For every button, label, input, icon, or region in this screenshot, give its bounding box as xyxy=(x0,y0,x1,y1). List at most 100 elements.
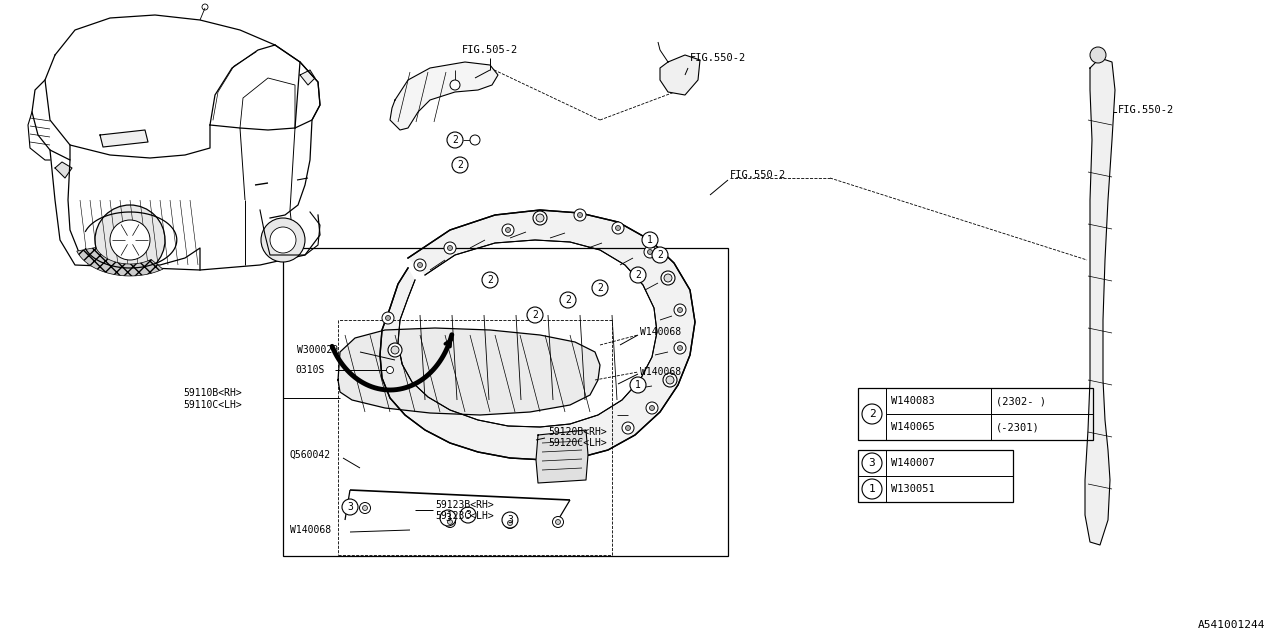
Circle shape xyxy=(660,271,675,285)
Text: 1: 1 xyxy=(648,235,653,245)
Circle shape xyxy=(504,518,516,529)
Circle shape xyxy=(470,135,480,145)
Circle shape xyxy=(444,242,456,254)
Polygon shape xyxy=(660,55,700,95)
Text: 1: 1 xyxy=(635,380,641,390)
Circle shape xyxy=(622,422,634,434)
Circle shape xyxy=(666,376,675,384)
Circle shape xyxy=(507,520,512,525)
Text: FIG.550-2: FIG.550-2 xyxy=(1117,105,1174,115)
Circle shape xyxy=(447,132,463,148)
Circle shape xyxy=(577,212,582,218)
Circle shape xyxy=(648,250,653,255)
Text: W140068: W140068 xyxy=(640,367,681,377)
Circle shape xyxy=(664,274,672,282)
Circle shape xyxy=(388,343,402,357)
Bar xyxy=(858,450,1012,502)
Circle shape xyxy=(502,512,518,528)
Text: 3: 3 xyxy=(869,458,876,468)
Circle shape xyxy=(506,227,511,232)
Circle shape xyxy=(861,404,882,424)
Circle shape xyxy=(532,211,547,225)
Text: 2: 2 xyxy=(452,135,458,145)
Circle shape xyxy=(1091,47,1106,63)
Circle shape xyxy=(644,246,657,258)
Circle shape xyxy=(270,227,296,253)
Circle shape xyxy=(502,224,515,236)
Text: 2: 2 xyxy=(869,409,876,419)
Circle shape xyxy=(448,246,453,250)
Circle shape xyxy=(452,157,468,173)
Circle shape xyxy=(527,307,543,323)
Circle shape xyxy=(630,377,646,393)
Polygon shape xyxy=(390,62,498,130)
Text: 59110B<RH>: 59110B<RH> xyxy=(183,388,242,398)
Circle shape xyxy=(675,304,686,316)
Circle shape xyxy=(536,214,544,222)
Circle shape xyxy=(385,316,390,321)
Circle shape xyxy=(390,346,399,354)
Bar xyxy=(283,248,728,556)
Text: 2: 2 xyxy=(596,283,603,293)
Text: 3: 3 xyxy=(347,502,353,512)
Polygon shape xyxy=(100,130,148,147)
Text: 59120B<RH>: 59120B<RH> xyxy=(548,427,607,437)
Text: 3: 3 xyxy=(507,515,513,525)
Circle shape xyxy=(675,342,686,354)
Circle shape xyxy=(417,262,422,268)
Circle shape xyxy=(861,453,882,473)
Text: W300029: W300029 xyxy=(297,345,338,355)
Polygon shape xyxy=(338,328,600,415)
Text: 2: 2 xyxy=(635,270,641,280)
Text: 59123B<RH>: 59123B<RH> xyxy=(435,500,494,510)
Text: 59110C<LH>: 59110C<LH> xyxy=(183,400,242,410)
Text: FIG.550-2: FIG.550-2 xyxy=(690,53,746,63)
Text: 3: 3 xyxy=(465,510,471,520)
Text: W140068: W140068 xyxy=(291,525,332,535)
Text: 2: 2 xyxy=(657,250,663,260)
Circle shape xyxy=(677,307,682,312)
Circle shape xyxy=(591,280,608,296)
Circle shape xyxy=(556,520,561,525)
Circle shape xyxy=(381,312,394,324)
Circle shape xyxy=(677,346,682,351)
Circle shape xyxy=(360,502,370,513)
Polygon shape xyxy=(300,70,315,85)
Text: W140083: W140083 xyxy=(891,396,934,406)
Text: 1: 1 xyxy=(869,484,876,494)
Circle shape xyxy=(561,292,576,308)
Circle shape xyxy=(110,220,150,260)
Circle shape xyxy=(861,479,882,499)
Circle shape xyxy=(612,222,625,234)
Circle shape xyxy=(413,259,426,271)
Bar xyxy=(858,388,1093,440)
Circle shape xyxy=(451,80,460,90)
Circle shape xyxy=(616,225,621,230)
Text: Q560042: Q560042 xyxy=(291,450,332,460)
Text: 2: 2 xyxy=(457,160,463,170)
Text: 3: 3 xyxy=(445,513,451,523)
Text: 59120C<LH>: 59120C<LH> xyxy=(548,438,607,448)
Text: (-2301): (-2301) xyxy=(996,422,1039,432)
Text: W140068: W140068 xyxy=(640,327,681,337)
Text: FIG.505-2: FIG.505-2 xyxy=(462,45,518,55)
Text: 2: 2 xyxy=(488,275,493,285)
Circle shape xyxy=(652,247,668,263)
Circle shape xyxy=(573,209,586,221)
Circle shape xyxy=(483,272,498,288)
Circle shape xyxy=(460,507,476,523)
Polygon shape xyxy=(1085,58,1115,545)
Circle shape xyxy=(643,232,658,248)
Text: W130051: W130051 xyxy=(891,484,934,494)
Circle shape xyxy=(440,510,456,526)
Text: W140007: W140007 xyxy=(891,458,934,468)
Circle shape xyxy=(626,426,631,431)
Circle shape xyxy=(663,373,677,387)
Circle shape xyxy=(630,267,646,283)
Text: 2: 2 xyxy=(564,295,571,305)
Text: FIG.550-2: FIG.550-2 xyxy=(730,170,786,180)
Polygon shape xyxy=(79,188,186,265)
Polygon shape xyxy=(77,248,163,276)
Circle shape xyxy=(387,367,393,374)
Text: 59123C<LH>: 59123C<LH> xyxy=(435,511,494,521)
